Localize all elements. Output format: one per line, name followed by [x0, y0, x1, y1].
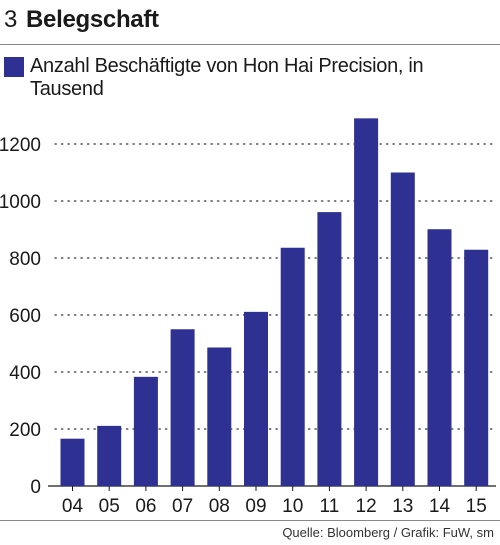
x-tick-label: 09 [245, 496, 266, 517]
top-divider [0, 44, 500, 45]
bar [354, 118, 379, 486]
legend-label: Anzahl Beschäftigte von Hon Hai Precisio… [30, 55, 424, 100]
y-tick-label: 200 [9, 420, 41, 441]
chart-header: 3 Belegschaft [4, 4, 496, 34]
y-tick-label: 600 [9, 306, 41, 327]
x-tick-label: 04 [62, 496, 84, 517]
source-note: Quelle: Bloomberg / Grafik: FuW, sm [282, 525, 494, 540]
x-tick-label: 07 [172, 496, 193, 517]
bar [464, 249, 489, 486]
x-tick-label: 11 [320, 496, 340, 517]
x-tick-label: 14 [429, 496, 451, 517]
bar [427, 229, 452, 486]
bar [97, 425, 122, 486]
x-tick-label: 13 [392, 496, 413, 517]
y-tick-label: 1000 [0, 192, 41, 213]
x-tick-label: 10 [282, 496, 303, 517]
figure-number: 3 [4, 6, 18, 33]
x-tick-label: 05 [99, 496, 120, 517]
legend-swatch [4, 57, 24, 77]
bar [60, 438, 85, 486]
y-tick-label: 400 [9, 363, 41, 384]
x-tick-label: 15 [466, 496, 487, 517]
y-tick-label: 1200 [0, 135, 41, 156]
bar [390, 172, 415, 486]
bottom-divider [0, 520, 500, 521]
x-tick-label: 06 [135, 496, 156, 517]
chart-title: Belegschaft [26, 6, 159, 33]
bar [207, 347, 232, 486]
y-tick-label: 0 [30, 477, 41, 498]
bar [170, 329, 195, 486]
legend: Anzahl Beschäftigte von Hon Hai Precisio… [4, 53, 496, 100]
bar [244, 311, 268, 486]
bar [280, 247, 305, 486]
bar [317, 212, 342, 487]
x-tick-label: 12 [356, 496, 377, 517]
y-tick-label: 800 [9, 249, 41, 270]
x-tick-label: 08 [209, 496, 230, 517]
bar [133, 376, 158, 486]
